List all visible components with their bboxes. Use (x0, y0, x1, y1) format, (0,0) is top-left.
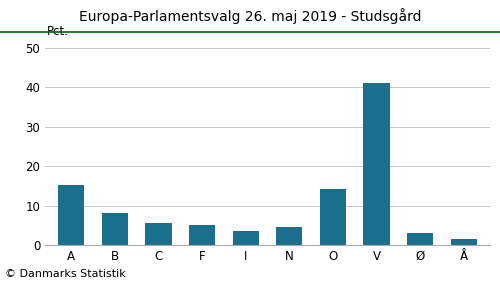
Bar (58, 185, 84, 245)
Bar (232, 231, 259, 245)
Text: Europa-Parlamentsvalg 26. maj 2019 - Studsgård: Europa-Parlamentsvalg 26. maj 2019 - Stu… (79, 8, 421, 25)
Bar (146, 223, 172, 245)
Text: © Danmarks Statistik: © Danmarks Statistik (5, 269, 126, 279)
Text: Pct.: Pct. (47, 25, 69, 38)
Bar (276, 227, 302, 245)
Bar (102, 213, 128, 245)
Bar (450, 239, 477, 245)
Bar (189, 225, 215, 245)
Bar (407, 233, 434, 245)
Bar (320, 189, 346, 245)
Bar (364, 83, 390, 245)
